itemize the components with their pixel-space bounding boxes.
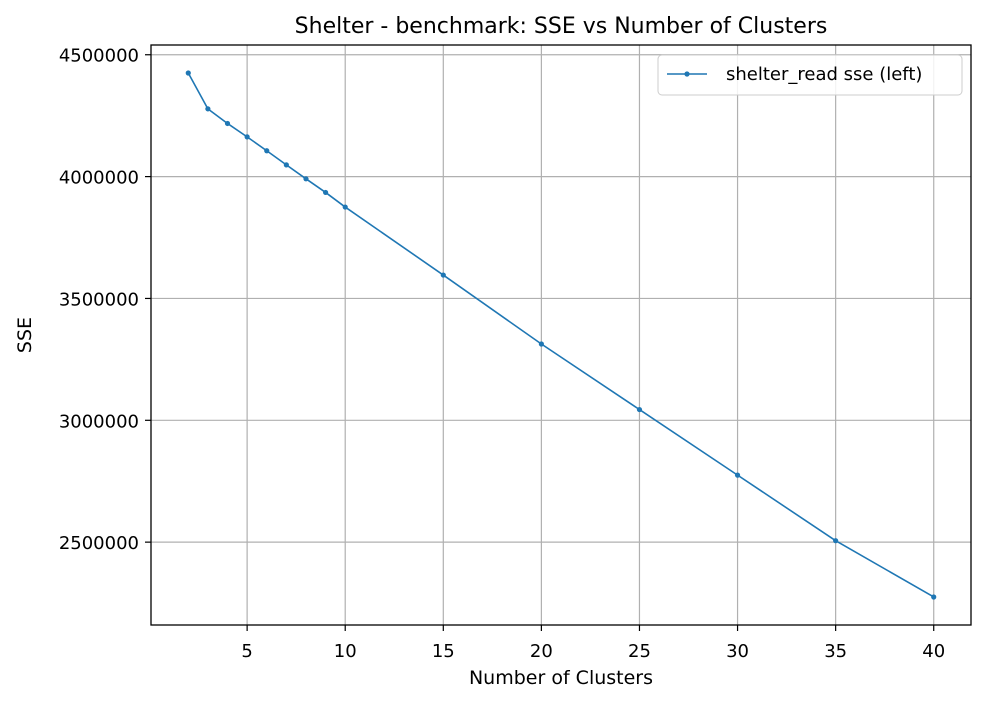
y-axis-ticks: 2500000 3000000 3500000 4000000 4500000 xyxy=(59,46,151,554)
data-point xyxy=(931,594,937,600)
y-tick-label: 4000000 xyxy=(59,168,139,189)
x-tick-label: 40 xyxy=(922,641,945,662)
series-layer xyxy=(185,70,937,600)
data-point xyxy=(440,272,446,278)
data-point xyxy=(264,148,270,154)
x-tick-label: 10 xyxy=(334,641,357,662)
y-axis-label: SSE xyxy=(14,317,36,353)
data-point xyxy=(283,162,289,168)
data-point xyxy=(734,472,741,478)
data-point xyxy=(244,134,250,140)
legend-entry-label: shelter_read sse (left) xyxy=(726,64,922,85)
x-tick-label: 20 xyxy=(530,641,553,662)
legend-box xyxy=(657,54,963,96)
x-tick-label: 15 xyxy=(432,641,455,662)
x-tick-label: 5 xyxy=(241,641,252,662)
legend: shelter_read sse (left) xyxy=(657,54,963,96)
x-axis-ticks: 5 10 15 20 25 30 35 40 xyxy=(241,625,945,662)
data-point xyxy=(538,341,544,347)
data-point xyxy=(322,189,329,196)
legend-marker-sample xyxy=(684,71,690,77)
x-tick-label: 35 xyxy=(824,641,847,662)
data-point xyxy=(303,176,309,182)
y-tick-label: 3500000 xyxy=(59,289,139,310)
data-point xyxy=(224,120,231,127)
data-point xyxy=(185,70,191,76)
y-tick-label: 3000000 xyxy=(59,411,139,432)
x-axis-label: Number of Clusters xyxy=(469,667,653,689)
data-point xyxy=(205,106,211,112)
plot-frame xyxy=(150,44,972,626)
x-tick-label: 30 xyxy=(726,641,749,662)
y-tick-label: 4500000 xyxy=(59,46,139,67)
y-tick-label: 2500000 xyxy=(59,533,139,554)
data-point xyxy=(833,538,839,544)
series-line xyxy=(187,72,935,598)
grid-lines xyxy=(151,45,971,625)
data-point xyxy=(636,406,643,413)
data-point xyxy=(342,204,348,210)
x-tick-label: 25 xyxy=(628,641,651,662)
chart-title: Shelter - benchmark: SSE vs Number of Cl… xyxy=(295,14,828,39)
